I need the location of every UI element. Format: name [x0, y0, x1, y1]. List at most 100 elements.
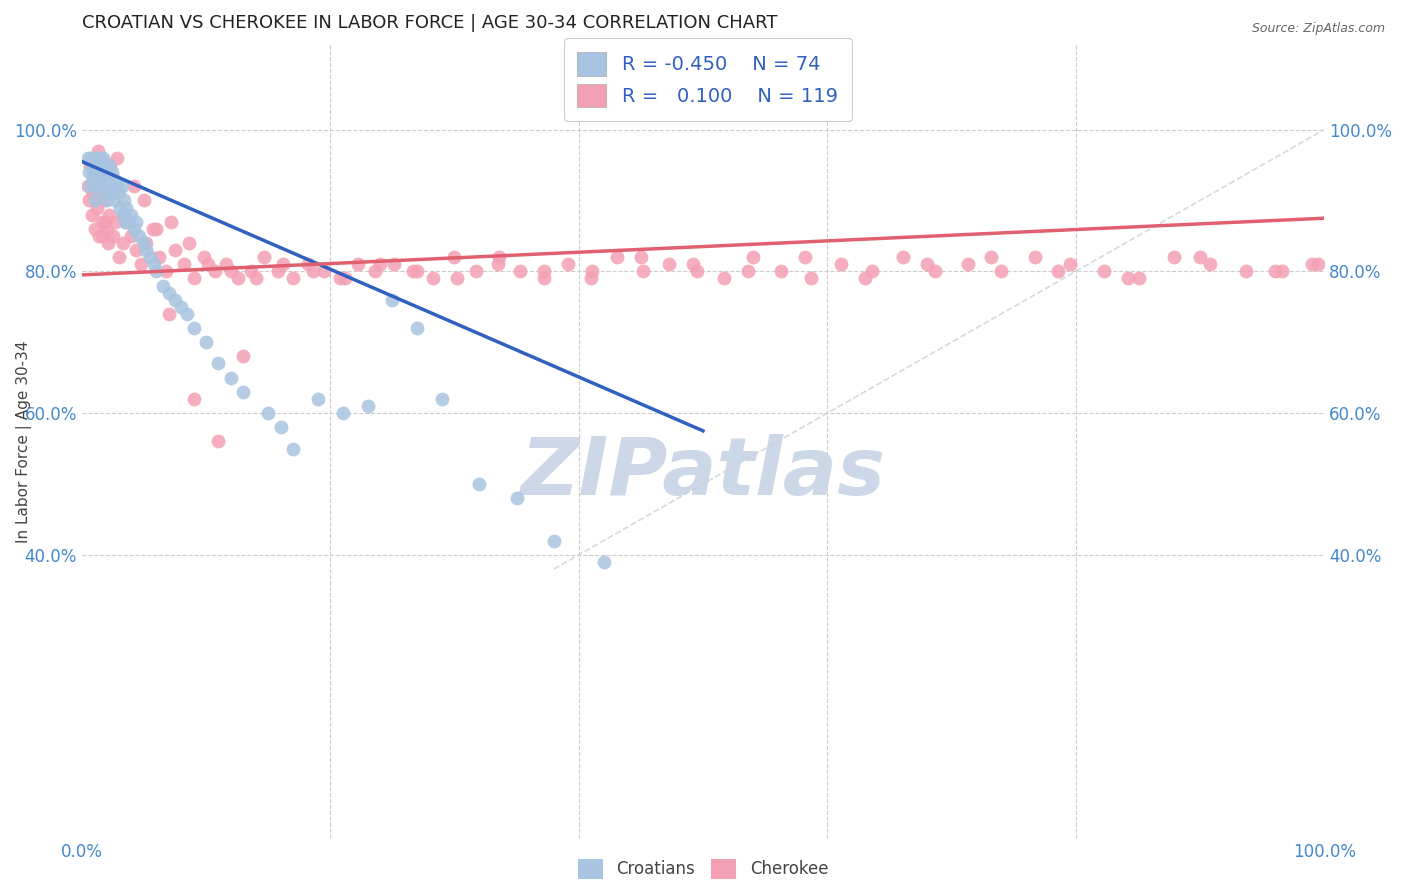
Point	[239, 264, 262, 278]
Point	[980, 250, 1002, 264]
Point	[80, 208, 103, 222]
Point	[160, 215, 183, 229]
Point	[1301, 257, 1323, 271]
Point	[132, 194, 155, 208]
Point	[737, 264, 759, 278]
Point	[1234, 264, 1257, 278]
Point	[422, 271, 444, 285]
Point	[204, 264, 226, 278]
Point	[232, 350, 254, 364]
Point	[91, 151, 114, 165]
Point	[87, 172, 110, 186]
Point	[793, 250, 815, 264]
Point	[101, 186, 124, 201]
Point	[1188, 250, 1211, 264]
Point	[557, 257, 579, 271]
Point	[120, 228, 142, 243]
Point	[1264, 264, 1286, 278]
Point	[98, 186, 121, 201]
Point	[86, 201, 108, 215]
Point	[533, 271, 555, 285]
Point	[253, 250, 276, 264]
Point	[633, 264, 655, 278]
Point	[381, 293, 404, 307]
Point	[91, 228, 114, 243]
Point	[630, 250, 652, 264]
Point	[860, 264, 883, 278]
Point	[177, 235, 200, 250]
Legend: Croatians, Cherokee: Croatians, Cherokee	[571, 852, 835, 886]
Point	[658, 257, 681, 271]
Point	[120, 208, 142, 222]
Point	[105, 179, 128, 194]
Point	[346, 257, 368, 271]
Point	[101, 228, 124, 243]
Point	[232, 384, 254, 399]
Point	[87, 186, 110, 201]
Point	[128, 228, 150, 243]
Point	[183, 271, 205, 285]
Text: CROATIAN VS CHEROKEE IN LABOR FORCE | AGE 30-34 CORRELATION CHART: CROATIAN VS CHEROKEE IN LABOR FORCE | AG…	[82, 14, 778, 32]
Point	[122, 222, 145, 236]
Point	[364, 264, 387, 278]
Point	[686, 264, 709, 278]
Point	[312, 264, 335, 278]
Point	[1128, 271, 1150, 285]
Point	[135, 243, 157, 257]
Point	[115, 215, 138, 229]
Point	[125, 243, 148, 257]
Point	[163, 243, 186, 257]
Point	[87, 144, 110, 158]
Point	[79, 179, 101, 194]
Point	[219, 370, 242, 384]
Point	[543, 533, 565, 548]
Point	[215, 257, 238, 271]
Point	[83, 165, 105, 179]
Point	[924, 264, 946, 278]
Point	[145, 222, 167, 236]
Point	[891, 250, 914, 264]
Point	[446, 271, 468, 285]
Point	[800, 271, 823, 285]
Point	[1199, 257, 1222, 271]
Point	[89, 151, 111, 165]
Point	[430, 392, 453, 406]
Point	[104, 194, 127, 208]
Point	[97, 235, 120, 250]
Point	[486, 257, 509, 271]
Point	[148, 250, 170, 264]
Point	[226, 271, 249, 285]
Point	[86, 158, 108, 172]
Point	[302, 264, 325, 278]
Point	[89, 158, 111, 172]
Point	[82, 186, 104, 201]
Point	[89, 172, 111, 186]
Point	[110, 201, 132, 215]
Point	[139, 250, 162, 264]
Point	[157, 307, 180, 321]
Point	[592, 555, 614, 569]
Point	[135, 235, 157, 250]
Point	[956, 257, 979, 271]
Point	[94, 165, 117, 179]
Point	[83, 172, 105, 186]
Point	[257, 406, 280, 420]
Point	[245, 271, 267, 285]
Point	[267, 264, 290, 278]
Point	[682, 257, 704, 271]
Point	[97, 172, 120, 186]
Point	[125, 215, 148, 229]
Point	[509, 264, 531, 278]
Point	[1163, 250, 1185, 264]
Point	[270, 420, 292, 434]
Point	[1306, 257, 1329, 271]
Text: ZIPatlas: ZIPatlas	[520, 434, 886, 512]
Point	[155, 264, 177, 278]
Point	[402, 264, 425, 278]
Point	[1271, 264, 1294, 278]
Point	[1059, 257, 1081, 271]
Point	[356, 399, 378, 413]
Point	[830, 257, 852, 271]
Point	[77, 179, 100, 194]
Point	[195, 335, 218, 350]
